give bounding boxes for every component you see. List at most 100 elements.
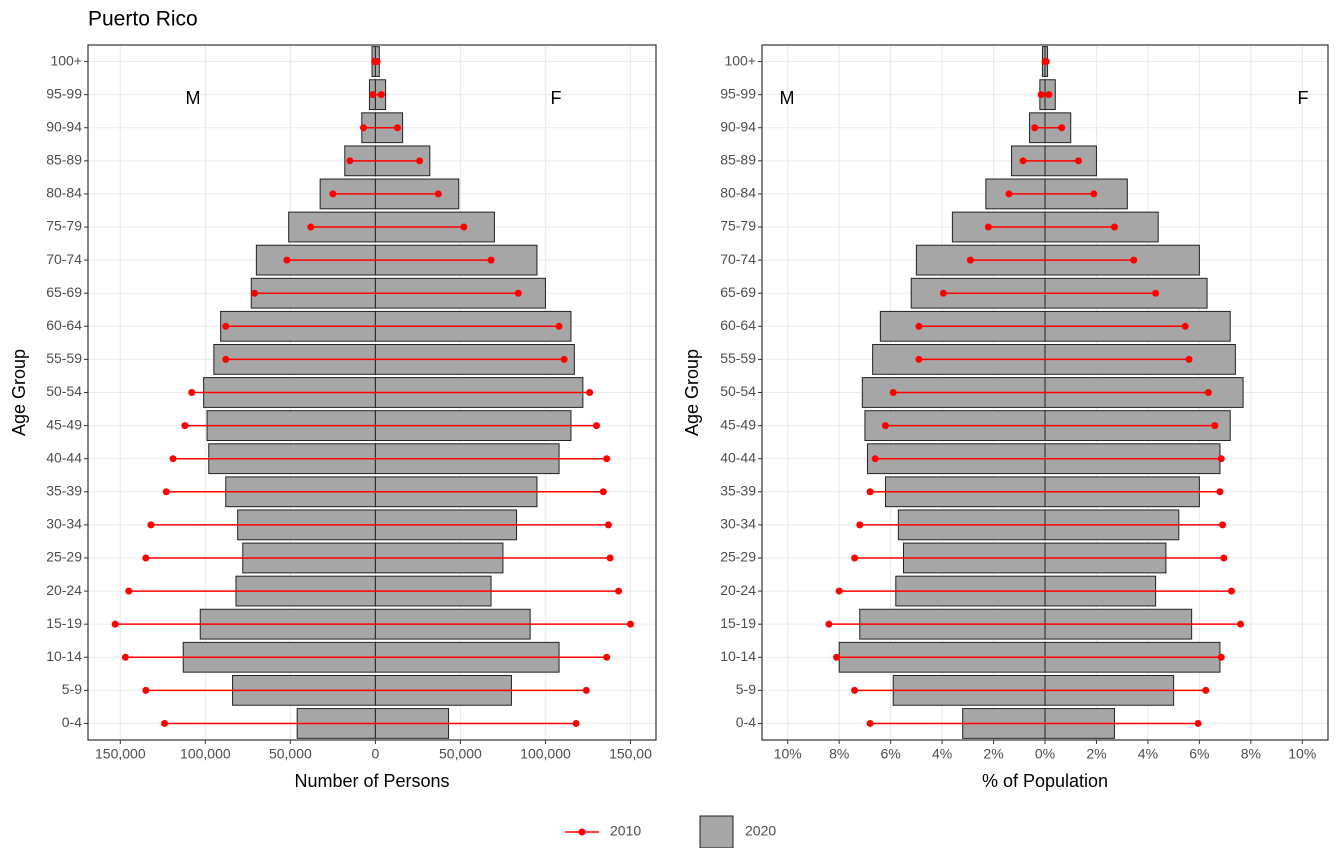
x-tick-label: 2% [1086,746,1106,762]
x-tick-label: 50,000 [439,746,482,762]
y-tick-label: 70-74 [46,251,82,267]
point [434,190,442,198]
point [373,58,381,66]
point [222,355,230,363]
point [1202,686,1210,694]
x-tick-label: 6% [881,746,901,762]
point [416,157,424,165]
y-tick-label: 50-54 [720,383,756,399]
point [833,653,841,661]
point [915,355,923,363]
point [835,587,843,595]
x-tick-label: 10% [1288,746,1316,762]
x-tick-label: 0 [372,746,380,762]
point [487,256,495,264]
chart-title: Puerto Rico [88,8,198,31]
y-tick-label: 20-24 [720,582,756,598]
point [1217,455,1225,463]
side-label: F [551,88,562,108]
point [329,190,337,198]
y-tick-label: 5-9 [62,681,82,697]
point [359,124,367,132]
point [142,686,150,694]
y-tick-label: 95-99 [720,85,756,101]
point [1217,653,1225,661]
y-tick-label: 10-14 [720,648,756,664]
x-tick-label: 2% [983,746,1003,762]
point [121,653,129,661]
point [984,223,992,231]
y-tick-label: 65-69 [46,284,82,300]
y-tick-label: 90-94 [46,118,82,134]
point [1152,289,1160,297]
x-tick-label: 8% [829,746,849,762]
point [851,554,859,562]
y-tick-label: 55-59 [720,350,756,366]
x-tick-label: 150,00 [609,746,652,762]
point [555,322,563,330]
legend-label: 2020 [745,823,776,839]
side-label: M [780,88,795,108]
x-tick-label: 4% [1138,746,1158,762]
point [1019,157,1027,165]
y-tick-label: 85-89 [720,152,756,168]
point [881,422,889,430]
point [1130,256,1138,264]
y-tick-label: 85-89 [46,152,82,168]
point [871,455,879,463]
x-axis-title: Number of Persons [294,771,449,791]
point [586,389,594,396]
point [572,719,580,727]
legend-swatch [699,815,734,848]
y-tick-label: 100+ [50,52,82,68]
point [1042,58,1050,66]
y-tick-label: 100+ [724,52,756,68]
point [856,521,864,529]
point [939,289,947,297]
side-label: M [186,88,201,108]
y-tick-label: 10-14 [46,648,82,664]
plot-border [87,44,657,741]
point [283,256,291,264]
y-tick-label: 80-84 [46,185,82,201]
x-tick-label: 50,000 [269,746,312,762]
point [1220,554,1228,562]
y-tick-label: 75-79 [720,218,756,234]
y-tick-label: 30-34 [46,516,82,532]
point [966,256,974,264]
point [346,157,354,165]
point [603,653,611,661]
point [1219,521,1227,529]
y-axis-title: Age Group [9,349,29,436]
point [851,686,859,694]
y-tick-label: 35-39 [720,482,756,498]
y-axis-title: Age Group [682,349,702,436]
point [514,289,522,297]
point [251,289,259,297]
point [1005,190,1013,198]
point [147,521,155,529]
x-tick-label: 150,000 [95,746,146,762]
point [1216,488,1224,496]
point [1185,355,1193,363]
legend-label: 2010 [610,823,641,839]
y-tick-label: 55-59 [46,350,82,366]
point [307,223,315,231]
point [1031,124,1039,132]
y-tick-label: 40-44 [720,449,756,465]
y-tick-label: 0-4 [62,714,82,730]
point [1228,587,1236,595]
point [1090,190,1098,198]
point [866,488,874,496]
point [606,554,614,562]
y-tick-label: 0-4 [736,714,756,730]
legend-point [578,828,586,836]
point [142,554,150,562]
point [1204,389,1212,396]
y-tick-label: 75-79 [46,218,82,234]
point [604,521,612,529]
point [599,488,607,496]
y-tick-label: 30-34 [720,516,756,532]
point [603,455,611,463]
